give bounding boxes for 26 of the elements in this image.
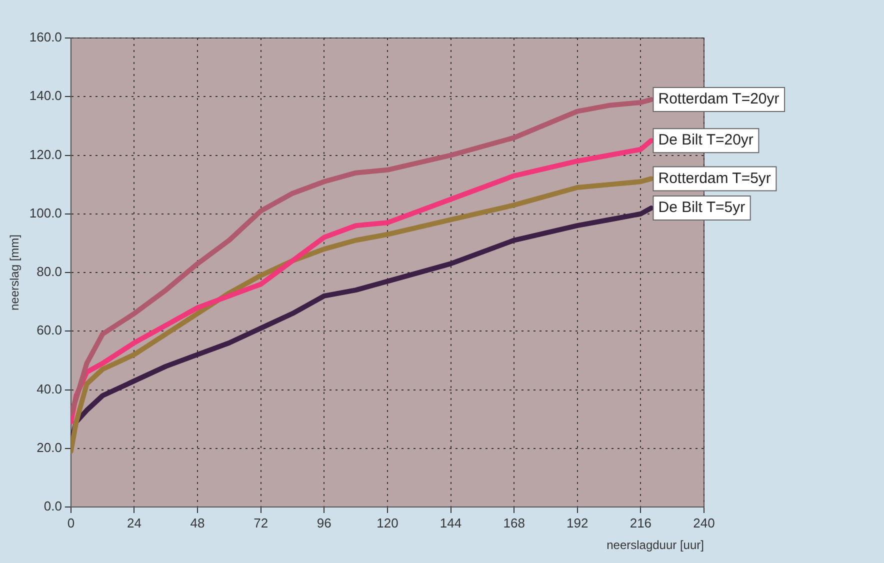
y-tick-label: 120.0 [29,146,62,162]
y-tick-label: 80.0 [36,264,62,280]
y-tick-label: 100.0 [29,205,62,220]
series-label: Rotterdam T=5yr [658,170,771,187]
x-tick-label: 72 [254,515,268,530]
x-tick-label: 120 [376,515,398,530]
y-tick-label: 160.0 [29,30,62,45]
x-tick-label: 48 [190,515,205,530]
x-tick-label: 216 [630,515,652,530]
x-tick-label: 96 [316,515,332,530]
y-axis-title: neerslag [mm] [8,234,22,311]
y-tick-label: 60.0 [36,322,62,338]
y-tick-label: 40.0 [36,381,62,396]
series-label: De Bilt T=5yr [658,199,746,216]
x-axis-title: neerslagduur [uur] [606,538,704,552]
series-label: De Bilt T=20yr [658,132,754,149]
x-tick-label: 240 [693,515,715,530]
y-tick-label: 20.0 [36,440,62,455]
x-tick-label: 168 [503,515,525,530]
x-tick-label: 24 [127,515,142,530]
x-tick-label: 0 [67,515,75,530]
y-tick-label: 0.0 [44,498,62,514]
x-tick-label: 144 [440,515,462,530]
series-label: Rotterdam T=20yr [658,90,780,108]
y-tick-label: 140.0 [29,88,62,104]
x-tick-label: 192 [566,515,588,530]
